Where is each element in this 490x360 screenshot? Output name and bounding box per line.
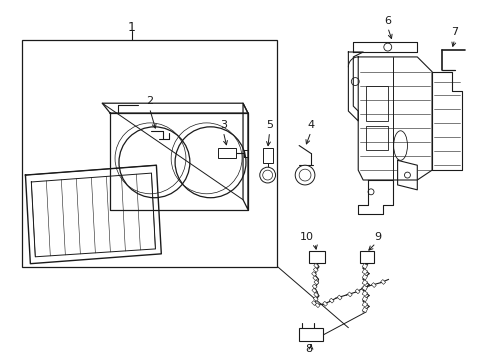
Bar [312,284,317,289]
Bar [312,271,317,276]
Bar [362,307,368,312]
Bar [309,251,325,263]
Bar [362,269,368,274]
Bar [337,295,342,300]
Bar [355,289,360,294]
Text: 6: 6 [384,15,391,26]
Bar [313,276,318,280]
Bar [362,274,368,280]
Bar [312,288,317,293]
Bar [362,286,367,291]
Polygon shape [358,57,432,180]
Text: 7: 7 [451,27,458,37]
Bar [22,40,277,267]
Text: 9: 9 [374,232,382,242]
Bar [263,148,272,163]
Bar [347,292,352,297]
Text: 1: 1 [128,21,136,34]
Polygon shape [358,180,392,215]
Bar [381,279,386,284]
Text: 2: 2 [146,96,153,106]
Bar [371,283,376,288]
Bar [366,126,388,150]
Circle shape [260,167,275,183]
Text: 5: 5 [266,120,273,130]
Polygon shape [353,42,417,52]
Text: 3: 3 [220,120,227,130]
Bar [315,303,320,308]
Bar [329,298,334,303]
Bar [219,148,236,158]
Bar [362,296,368,302]
Bar [366,86,388,121]
Bar [362,285,368,291]
Text: 10: 10 [300,232,314,242]
Bar [313,297,318,301]
Bar [312,301,317,306]
Bar [314,292,318,297]
Bar [362,291,368,296]
Bar [323,301,328,306]
Bar [313,267,318,272]
Circle shape [295,165,315,185]
Text: 8: 8 [305,345,313,354]
Polygon shape [397,160,417,190]
Bar [314,280,319,285]
Polygon shape [348,52,363,121]
Bar [362,280,368,285]
Text: 4: 4 [307,120,315,130]
Bar [360,251,374,263]
Polygon shape [432,72,462,170]
Bar [362,302,368,307]
Bar [299,328,323,342]
Bar [314,263,318,268]
Bar [362,264,368,269]
